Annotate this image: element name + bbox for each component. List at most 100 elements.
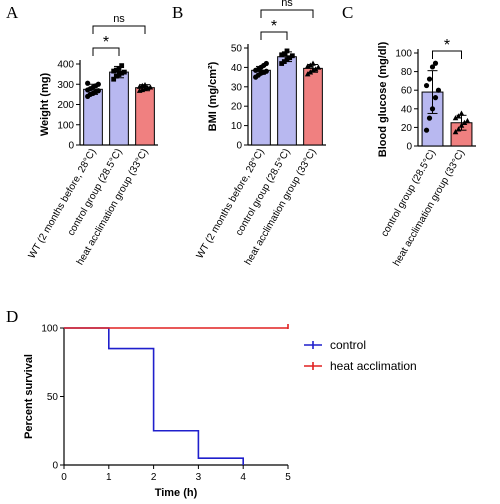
data-point [307,69,314,75]
survival-line-control [64,327,244,465]
y-tick-label: 0 [68,141,74,152]
data-point [452,115,459,121]
x-tick-label: 4 [240,472,246,483]
data-point [111,76,117,82]
data-point [113,73,119,79]
significance-bracket [260,9,314,18]
significance-bracket [92,47,120,56]
y-tick-label: 60 [401,86,413,97]
y-tick-label: 20 [401,123,413,134]
data-point [432,60,439,66]
y-tick-label: 80 [401,67,413,78]
data-point [464,117,471,124]
y-axis-label: Weight (mg) [39,72,51,136]
data-point [279,52,285,58]
significance-label: * [103,34,109,51]
significance-label: * [444,37,450,54]
data-point [458,122,465,128]
data-point [426,76,433,82]
panel-d-survival-chart: 0 50 100 0 1 2 3 4 5 Time (h) Percent survival cont… [23,324,417,500]
data-point [284,48,290,54]
data-point [111,68,117,74]
data-point [429,64,436,70]
data-point [95,88,101,94]
data-point [142,82,148,88]
bar [277,56,297,146]
y-tick-label: 200 [57,100,74,111]
significance-bracket [432,50,462,59]
panel-label-c: C [342,3,353,22]
data-point [312,66,319,72]
y-axis-label: BMI (mg/cm²) [207,61,219,131]
y-tick-label: 40 [231,63,243,74]
data-point [279,61,285,66]
data-point [85,80,91,86]
x-category-label: control group (28.5°C) [379,148,438,239]
y-tick-label: 0 [236,141,242,152]
panel-label-d: D [6,307,18,326]
data-point [116,66,122,71]
x-axis-label: Time (h) [155,487,198,499]
data-point [423,127,430,133]
significance-label: ns [113,13,125,25]
significance-label: * [271,18,277,35]
significance-label: ns [281,0,293,9]
data-point [263,68,269,74]
bar [109,71,129,146]
y-tick-label: 100 [41,324,58,335]
data-point [426,115,433,121]
data-point [452,129,459,135]
y-tick-label: 50 [231,44,243,55]
data-point [147,84,154,90]
legend-label: control [330,338,366,352]
data-point [455,126,462,132]
data-point [287,55,293,61]
data-point [455,113,462,119]
x-tick-label: 5 [285,472,291,483]
data-point [281,51,287,57]
x-tick-label: 2 [151,472,157,483]
legend-label: heat acclimation [330,359,417,373]
data-point [289,53,295,59]
bar [251,69,271,146]
y-tick-label: 400 [57,60,74,71]
data-point [307,62,314,68]
y-tick-label: 30 [231,82,243,93]
y-tick-label: 10 [231,121,243,132]
y-tick-label: 20 [231,102,243,113]
bar [303,67,323,146]
x-tick-label: 0 [61,472,67,483]
data-point [458,110,465,116]
significance-bracket [260,31,288,40]
significance-bracket [92,25,146,34]
y-tick-label: 50 [47,392,59,403]
data-point [310,60,316,66]
data-point [315,64,322,70]
data-point [423,82,430,89]
panel-label-a: A [6,3,19,22]
y-tick-label: 40 [401,104,413,115]
data-point [119,63,125,69]
x-tick-label: 1 [106,472,112,483]
data-point [435,87,442,93]
data-point [304,71,311,77]
data-point [119,70,125,76]
panel-c-glucose-chart: 0 20 40 60 80 100 Blood glucose (mg/dl)control… [377,37,476,268]
y-tick-label: 100 [57,120,74,131]
y-tick-label: 0 [406,142,412,153]
data-point [95,81,101,87]
y-tick-label: 0 [52,461,58,472]
data-point [432,95,439,101]
data-point [121,69,127,75]
y-tick-label: 100 [395,49,412,60]
data-point [263,60,269,67]
bar [135,87,155,146]
data-point [429,106,436,112]
data-point [116,72,122,77]
data-point [284,57,290,63]
y-tick-label: 300 [57,80,74,91]
panel-label-b: B [172,3,183,22]
